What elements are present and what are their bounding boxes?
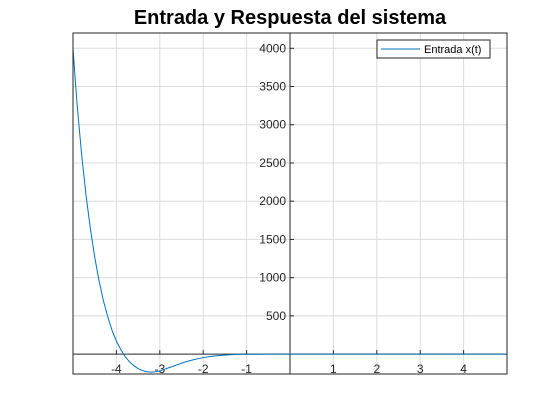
x-tick-label: 2 (373, 362, 380, 376)
x-tick-label: -3 (154, 362, 165, 376)
y-tick-label: 500 (266, 309, 286, 323)
y-tick-label: 3500 (259, 80, 286, 94)
chart-title: Entrada y Respuesta del sistema (134, 7, 447, 29)
y-tick-label: 1000 (259, 271, 286, 285)
y-tick-label: 4000 (259, 41, 286, 55)
legend[interactable]: Entrada x(t) (376, 39, 491, 59)
x-tick-label: -2 (198, 362, 209, 376)
x-tick-label: -4 (111, 362, 122, 376)
x-tick-label: 3 (417, 362, 424, 376)
legend-box (376, 39, 491, 59)
y-tick-label: 1500 (259, 232, 286, 246)
x-tick-label: 1 (330, 362, 337, 376)
y-tick-label: 3000 (259, 118, 286, 132)
x-tick-label: 4 (460, 362, 467, 376)
series-group (73, 48, 507, 373)
tick-labels: -4 -3 -2 -1 1 2 3 4 500 1000 1500 2000 2500 3000 3500 4… (111, 41, 467, 376)
legend-label: Entrada x(t) (424, 44, 481, 56)
tick-marks (115, 47, 465, 355)
y-tick-label: 2000 (259, 194, 286, 208)
y-tick-label: 2500 (259, 156, 286, 170)
axes-box (72, 32, 508, 375)
x-tick-label: -1 (241, 362, 252, 376)
series-line (73, 48, 507, 373)
